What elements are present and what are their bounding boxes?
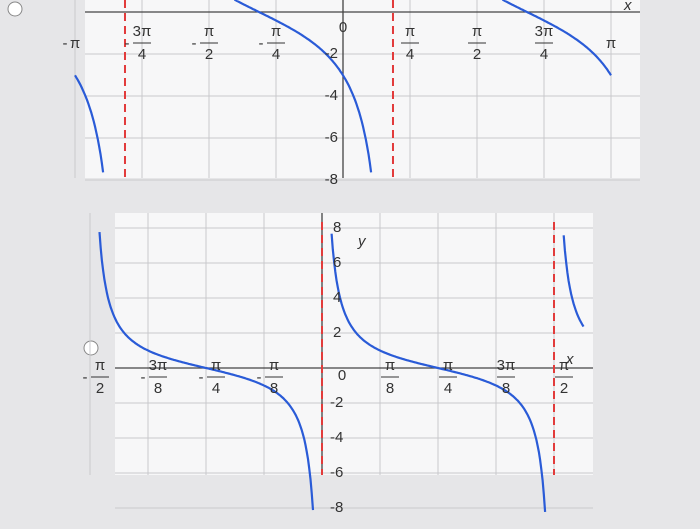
tick-denominator: 8 [502,380,510,397]
graph-panel [85,0,640,178]
tick-denominator: 2 [205,46,213,63]
x-axis-label: x [623,0,632,14]
tick-numerator: π [405,23,415,40]
tick-numerator: π [385,357,395,374]
tick-sign: - [192,35,197,52]
tick-denominator: 4 [406,46,414,63]
tick-sign: - [63,35,68,52]
tick-numerator: π [443,357,453,374]
tick-denominator: 4 [272,46,280,63]
tick-numerator: π [204,23,214,40]
y-axis-label: y [357,233,367,250]
tick-denominator: 2 [560,380,568,397]
y-tick-label: 4 [333,289,341,306]
x-tick-label: π [70,35,80,52]
x-axis-label: x [565,351,574,368]
x-tick-label: 0 [338,367,346,384]
tick-sign: - [257,369,262,386]
tick-sign: - [125,35,130,52]
tick-sign: - [83,369,88,386]
tick-numerator: 3π [497,357,516,374]
tick-denominator: 4 [138,46,146,63]
tick-numerator: π [269,357,279,374]
function-curve [74,0,612,173]
tick-sign: - [259,35,264,52]
tick-sign: - [199,369,204,386]
tick-numerator: 3π [535,23,554,40]
tick-numerator: 3π [133,23,152,40]
function-curve [98,232,585,512]
tick-denominator: 8 [270,380,278,397]
y-tick-label: 6 [333,254,341,271]
radio-button[interactable] [83,340,99,356]
tick-denominator: 8 [154,380,162,397]
y-tick-label: 2 [333,324,341,341]
tick-numerator: π [271,23,281,40]
tick-sign: - [141,369,146,386]
tick-numerator: π [472,23,482,40]
tick-denominator: 4 [212,380,220,397]
tick-numerator: π [559,357,569,374]
tick-denominator: 8 [386,380,394,397]
y-tick-label: -6 [330,464,343,481]
y-tick-label: -4 [325,87,338,104]
y-tick-label: 8 [333,219,341,236]
tick-numerator: 3π [149,357,168,374]
y-tick-label: -2 [330,394,343,411]
tick-denominator: 2 [96,380,104,397]
y-tick-label: -4 [330,429,343,446]
y-tick-label: -8 [330,499,343,516]
y-tick-label: -2 [325,45,338,62]
y-tick-label: -8 [325,171,338,188]
tick-denominator: 2 [473,46,481,63]
tick-numerator: π [211,357,221,374]
x-tick-label: 0 [339,19,347,36]
x-tick-label: π [606,35,616,52]
y-tick-label: -6 [325,129,338,146]
tick-numerator: π [95,357,105,374]
tick-denominator: 4 [444,380,452,397]
radio-button[interactable] [7,1,23,17]
tick-denominator: 4 [540,46,548,63]
graph-panel [115,213,593,475]
